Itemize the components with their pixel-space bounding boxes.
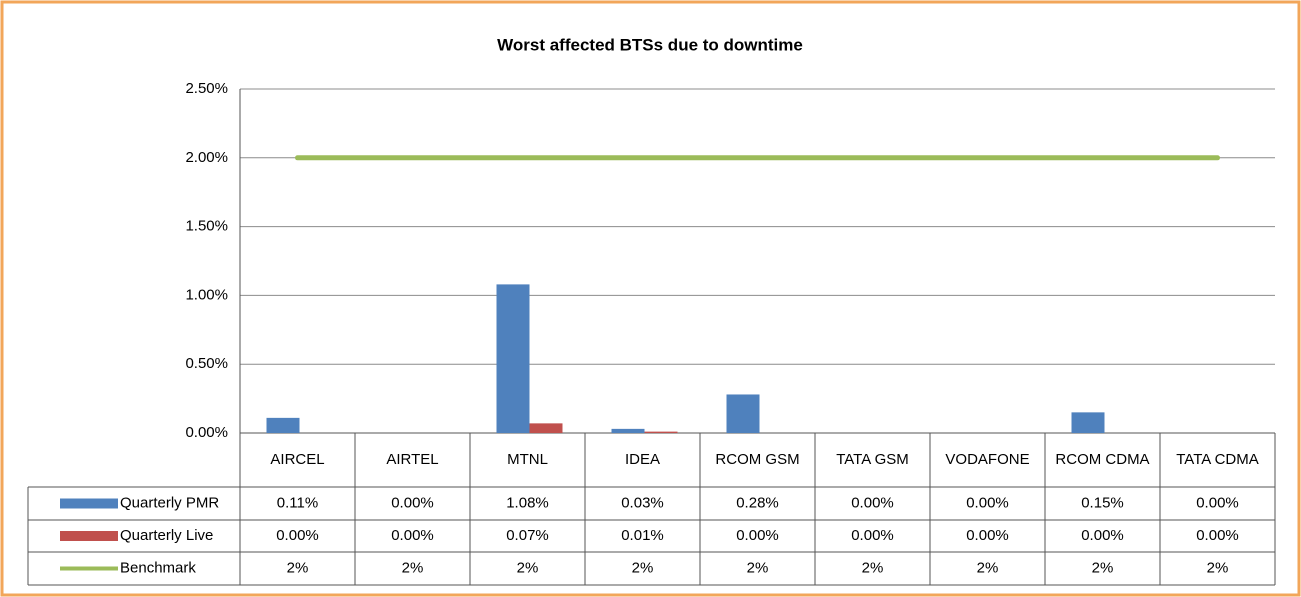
bar <box>496 284 530 433</box>
data-label: 0.00% <box>391 527 434 544</box>
data-label: 2% <box>287 559 309 576</box>
x-tick-label: AIRTEL <box>386 451 438 468</box>
data-label: 0.00% <box>1081 527 1124 544</box>
data-label: 0.00% <box>966 527 1009 544</box>
data-label: 2% <box>862 559 884 576</box>
data-label: 2% <box>1092 559 1114 576</box>
legend-label: Benchmark <box>120 559 196 576</box>
x-tick-label: VODAFONE <box>945 451 1029 468</box>
chart-title: Worst affected BTSs due to downtime <box>497 35 803 54</box>
bar <box>1071 412 1105 433</box>
data-label: 0.00% <box>736 527 779 544</box>
data-label: 0.07% <box>506 527 549 544</box>
bar <box>611 428 645 433</box>
data-label: 0.03% <box>621 494 664 511</box>
data-label: 0.00% <box>851 494 894 511</box>
y-tick-label: 2.50% <box>185 80 228 97</box>
data-label: 0.00% <box>391 494 434 511</box>
bar <box>266 417 300 433</box>
x-tick-label: RCOM CDMA <box>1055 451 1149 468</box>
legend-key <box>60 498 118 509</box>
data-label: 2% <box>747 559 769 576</box>
data-label: 0.00% <box>1196 527 1239 544</box>
legend-label: Quarterly Live <box>120 527 213 544</box>
x-tick-label: TATA CDMA <box>1176 451 1259 468</box>
y-tick-label: 1.50% <box>185 218 228 235</box>
bar <box>529 423 563 433</box>
data-label: 2% <box>1207 559 1229 576</box>
bar <box>726 394 760 433</box>
x-tick-label: RCOM GSM <box>715 451 799 468</box>
legend-label: Quarterly PMR <box>120 494 219 511</box>
data-label: 0.00% <box>276 527 319 544</box>
data-label: 0.00% <box>851 527 894 544</box>
data-label: 2% <box>517 559 539 576</box>
y-tick-label: 0.00% <box>185 424 228 441</box>
y-tick-label: 1.00% <box>185 286 228 303</box>
data-label: 1.08% <box>506 494 549 511</box>
x-tick-label: AIRCEL <box>270 451 324 468</box>
data-label: 0.11% <box>277 494 318 511</box>
data-label: 2% <box>402 559 424 576</box>
data-label: 2% <box>632 559 654 576</box>
legend-key <box>60 531 118 541</box>
y-tick-label: 0.50% <box>185 355 228 372</box>
x-tick-label: TATA GSM <box>836 451 909 468</box>
data-label: 2% <box>977 559 999 576</box>
x-tick-label: IDEA <box>625 451 660 468</box>
bar <box>644 431 678 433</box>
data-label: 0.00% <box>1196 494 1239 511</box>
data-label: 0.15% <box>1081 494 1124 511</box>
data-label: 0.28% <box>736 494 779 511</box>
data-label: 0.01% <box>621 527 664 544</box>
x-tick-label: MTNL <box>507 451 548 468</box>
y-tick-label: 2.00% <box>185 149 228 166</box>
data-label: 0.00% <box>966 494 1009 511</box>
